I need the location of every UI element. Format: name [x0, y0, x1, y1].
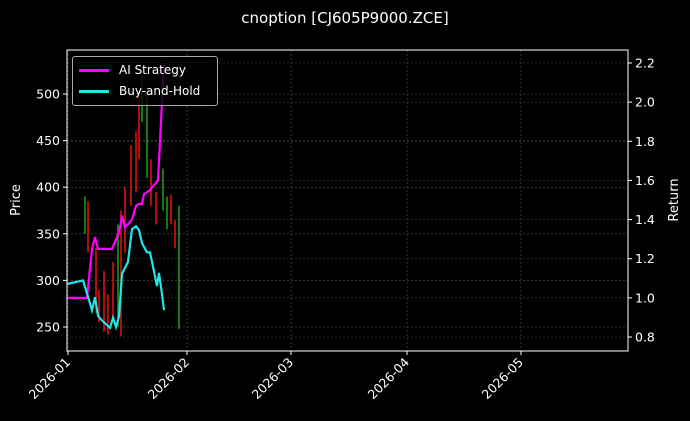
- svg-text:300: 300: [36, 273, 60, 288]
- svg-text:500: 500: [36, 87, 60, 102]
- svg-text:400: 400: [36, 180, 60, 195]
- svg-text:1.6: 1.6: [635, 173, 655, 188]
- left-axis-ticks: 250 300 350 400 450 500: [36, 87, 67, 335]
- svg-text:450: 450: [36, 133, 60, 148]
- legend-swatch: [79, 68, 109, 72]
- svg-text:0.8: 0.8: [635, 330, 655, 345]
- svg-text:2026-04: 2026-04: [365, 354, 413, 402]
- legend-item-buy-and-hold: Buy-and-Hold: [73, 81, 200, 101]
- legend: AI Strategy Buy-and-Hold: [72, 56, 218, 106]
- svg-text:1.4: 1.4: [635, 212, 655, 227]
- legend-label: AI Strategy: [119, 63, 186, 77]
- svg-text:2026-05: 2026-05: [479, 355, 527, 403]
- right-axis-ticks: 0.8 1.0 1.2 1.4 1.6 1.8 2.0 2.2: [628, 56, 655, 345]
- svg-text:2026-02: 2026-02: [145, 355, 193, 403]
- right-axis-label: Return: [667, 178, 682, 221]
- svg-text:350: 350: [36, 226, 60, 241]
- series-lines: [66, 62, 166, 331]
- svg-text:250: 250: [36, 320, 60, 335]
- legend-swatch: [79, 89, 109, 93]
- candlesticks: [84, 75, 180, 337]
- left-axis-label: Price: [9, 184, 24, 216]
- svg-text:2026-01: 2026-01: [26, 355, 74, 403]
- legend-item-ai-strategy: AI Strategy: [73, 60, 186, 80]
- svg-text:2.0: 2.0: [635, 95, 655, 110]
- chart-title: cnoption [CJ605P9000.ZCE]: [241, 9, 449, 27]
- plot-frame: [66, 49, 629, 352]
- x-axis-ticks: 2026-01 2026-02 2026-03 2026-04 2026-05: [26, 351, 527, 403]
- svg-text:2.2: 2.2: [635, 56, 655, 71]
- legend-label: Buy-and-Hold: [119, 84, 201, 98]
- svg-text:1.8: 1.8: [635, 134, 655, 149]
- svg-text:1.0: 1.0: [635, 290, 655, 305]
- svg-text:2026-03: 2026-03: [249, 355, 297, 403]
- svg-text:1.2: 1.2: [635, 251, 655, 266]
